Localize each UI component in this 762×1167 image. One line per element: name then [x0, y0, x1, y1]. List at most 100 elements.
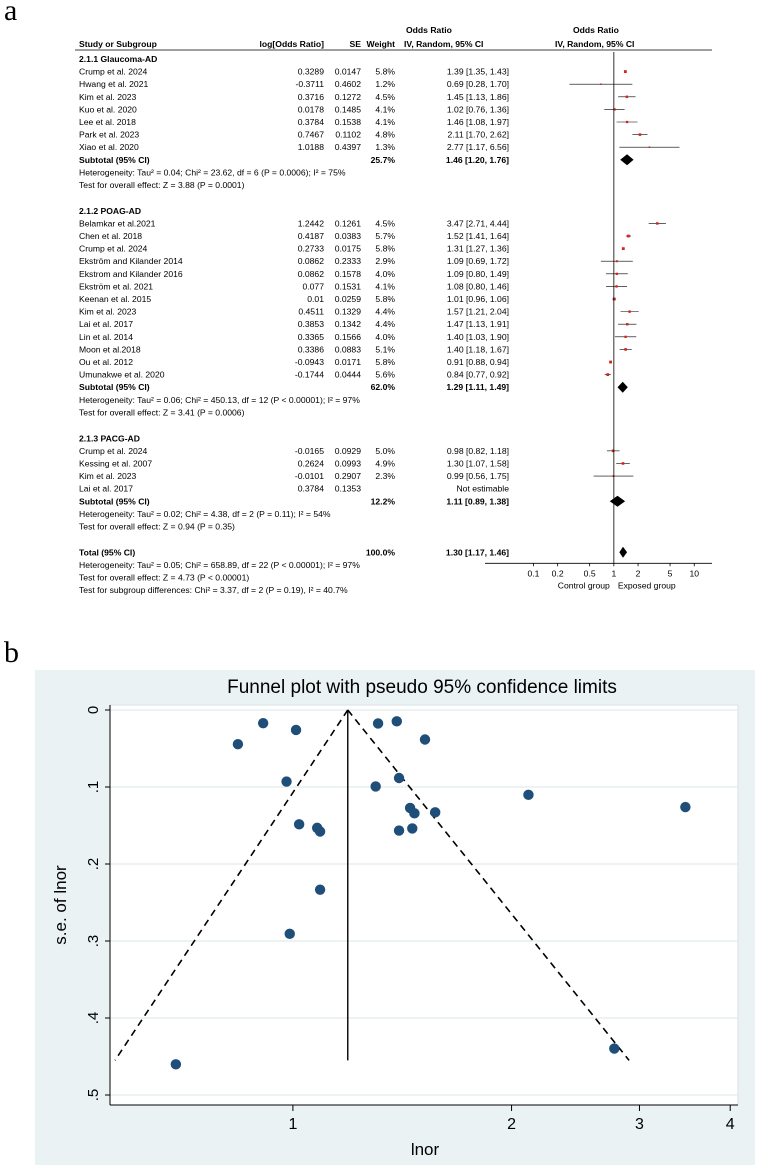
- study-weight: 5.7%: [375, 231, 395, 241]
- study-ci: 1.45 [1.13, 1.86]: [447, 92, 509, 102]
- subtotal-label: Subtotal (95% CI): [79, 155, 150, 165]
- funnel-point: [284, 928, 295, 940]
- logor-header: log[Odds Ratio]: [260, 39, 325, 49]
- study-ci: 2.77 [1.17, 6.56]: [447, 142, 509, 152]
- funnel-point: [314, 826, 326, 837]
- total-ci: 1.30 [1.17, 1.46]: [446, 547, 509, 557]
- study-se: 0.1342: [335, 319, 362, 329]
- funnel-y-tick-label: .1: [85, 781, 102, 794]
- study-name: Chen et al. 2018: [79, 231, 142, 241]
- heterogeneity-text: Heterogeneity: Tau² = 0.04; Chi² = 23.62…: [79, 167, 346, 177]
- funnel-point: [419, 734, 431, 745]
- study-name: Kim et al. 2023: [79, 471, 137, 481]
- study-name: Kim et al. 2023: [79, 307, 137, 317]
- study-se: 0.1272: [335, 92, 362, 102]
- study-weight: 2.9%: [375, 256, 395, 266]
- study-se: 0.0259: [335, 294, 362, 304]
- total-effect: Test for overall effect: Z = 4.73 (P < 0…: [79, 572, 249, 582]
- funnel-point: [293, 819, 305, 830]
- total-diamond: [619, 546, 628, 558]
- study-logor: -0.0101: [295, 471, 324, 481]
- effect-square: [615, 260, 618, 263]
- study-ci: 0.84 [0.77, 0.92]: [447, 370, 509, 380]
- study-name: Kim et al. 2023: [79, 92, 137, 102]
- study-ci: 1.40 [1.18, 1.67]: [447, 344, 509, 354]
- funnel-y-tick-label: .2: [85, 858, 102, 871]
- study-logor: 1.0188: [298, 142, 325, 152]
- funnel-point: [372, 718, 384, 729]
- study-logor: 0.7467: [298, 130, 325, 140]
- funnel-point: [232, 738, 244, 750]
- effect-square: [638, 133, 642, 136]
- study-name: Crump et al. 2024: [79, 244, 148, 254]
- favours-left-label: Control group: [558, 580, 610, 590]
- study-name: Ekström et al. 2021: [79, 281, 153, 291]
- study-logor: 0.3289: [298, 67, 325, 77]
- funnel-point: [170, 1059, 182, 1070]
- study-se: 0.0147: [335, 67, 362, 77]
- funnel-background: [35, 670, 755, 1165]
- funnel-point: [314, 884, 326, 895]
- study-weight: 5.8%: [375, 357, 395, 367]
- funnel-x-label: lnor: [411, 1140, 440, 1159]
- se-header: SE: [350, 39, 362, 49]
- study-weight: 2.3%: [375, 471, 395, 481]
- funnel-point: [609, 1043, 620, 1054]
- overall-effect-text: Test for overall effect: Z = 0.94 (P = 0…: [79, 521, 235, 531]
- study-se: 0.1485: [335, 104, 362, 114]
- study-weight: 4.9%: [375, 458, 395, 468]
- study-name: Moon et al.2018: [79, 344, 141, 354]
- subtotal-ci: 1.29 [1.11, 1.49]: [446, 382, 509, 392]
- subtotal-diamond: [617, 381, 628, 393]
- study-se: 0.0993: [335, 458, 362, 468]
- study-weight: 5.6%: [375, 370, 395, 380]
- forest-plot: Odds Ratio Odds Ratio Study or Subgroup log…: [75, 25, 712, 595]
- study-weight: 5.8%: [375, 294, 395, 304]
- funnel-point: [680, 801, 691, 813]
- study-ci: 3.47 [2.71, 4.44]: [447, 218, 509, 228]
- study-se: 0.0444: [335, 370, 362, 380]
- study-name: Crump et al. 2024: [79, 446, 148, 456]
- funnel-point: [407, 823, 418, 834]
- effect-square: [606, 373, 610, 377]
- study-weight: 5.1%: [375, 344, 395, 354]
- overall-effect-text: Test for overall effect: Z = 3.41 (P = 0…: [79, 407, 245, 417]
- study-se: 0.4397: [335, 142, 362, 152]
- study-weight: 4.1%: [375, 104, 395, 114]
- heterogeneity-text: Heterogeneity: Tau² = 0.02; Chi² = 4.38,…: [79, 509, 331, 519]
- funnel-y-tick-label: .4: [85, 1012, 102, 1025]
- funnel-point: [523, 789, 534, 801]
- study-logor: 0.3784: [298, 484, 325, 494]
- subtotal-diamond: [620, 154, 634, 166]
- study-name: Hwang et al. 2021: [79, 79, 148, 89]
- study-weight: 4.5%: [375, 218, 395, 228]
- effect-square: [626, 323, 629, 326]
- effect-square: [628, 310, 631, 313]
- study-weight: 1.2%: [375, 79, 395, 89]
- study-name: Lai et al. 2017: [79, 319, 133, 329]
- forest-tick-label: 1: [611, 568, 616, 578]
- funnel-point: [257, 717, 269, 729]
- study-name: Ekstrom and Kilander 2016: [79, 269, 183, 279]
- study-name: Belamkar et al.2021: [79, 218, 156, 228]
- study-header: Study or Subgroup: [79, 39, 157, 49]
- study-ci: 1.46 [1.08, 1.97]: [447, 117, 509, 127]
- effect-square: [624, 348, 627, 351]
- forest-tick-label: 2: [636, 568, 641, 578]
- funnel-point: [429, 807, 441, 818]
- forest-tick-label: 5: [668, 568, 673, 578]
- study-se: 0.1261: [335, 218, 362, 228]
- effect-square: [625, 95, 629, 99]
- funnel-title: Funnel plot with pseudo 95% confidence l…: [227, 677, 617, 698]
- study-weight: 5.8%: [375, 244, 395, 254]
- study-ci: 1.57 [1.21, 2.04]: [447, 307, 509, 317]
- study-ci: 1.39 [1.35, 1.43]: [447, 67, 509, 77]
- study-weight: 4.0%: [375, 269, 395, 279]
- study-ci: 1.01 [0.96, 1.06]: [447, 294, 509, 304]
- study-name: Ekström and Kilander 2014: [79, 256, 183, 266]
- study-weight: 1.3%: [375, 142, 395, 152]
- study-se: 0.1566: [335, 332, 362, 342]
- study-weight: 5.8%: [375, 67, 395, 77]
- study-logor: 0.077: [302, 281, 324, 291]
- effect-square: [615, 272, 619, 275]
